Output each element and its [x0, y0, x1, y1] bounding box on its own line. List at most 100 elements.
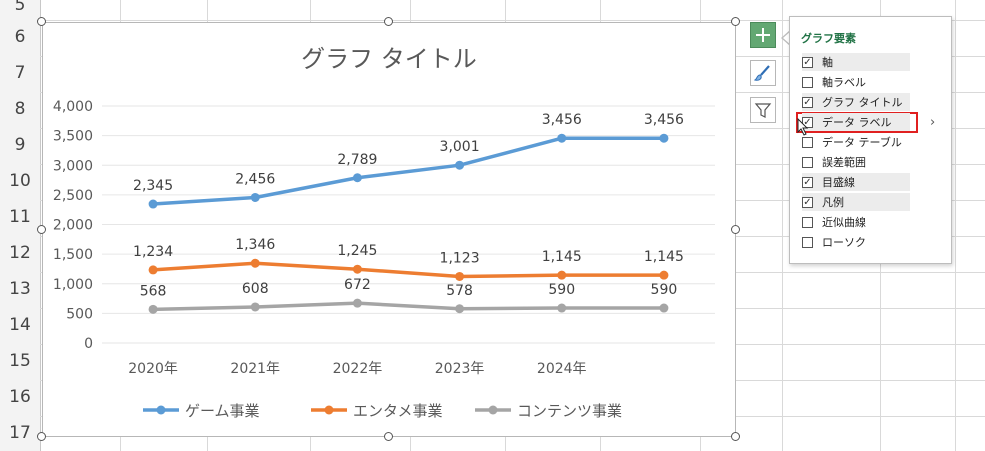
- row-number[interactable]: 15: [9, 351, 31, 371]
- data-point[interactable]: [455, 304, 465, 314]
- data-label[interactable]: 608: [242, 281, 269, 297]
- row-number[interactable]: 17: [9, 423, 31, 443]
- data-point[interactable]: [557, 270, 567, 280]
- data-point[interactable]: [455, 271, 465, 281]
- panel-title: グラフ要素: [801, 32, 856, 45]
- data-label[interactable]: 1,123: [440, 250, 480, 266]
- legend-marker: [488, 405, 498, 415]
- y-tick-label: 1,000: [53, 277, 93, 293]
- data-label[interactable]: 1,245: [337, 243, 377, 259]
- legend-entry[interactable]: エンタメ事業: [353, 402, 443, 420]
- chart-element-label: 軸: [822, 56, 833, 69]
- row-number[interactable]: 7: [14, 63, 26, 83]
- data-label[interactable]: 1,145: [542, 249, 582, 265]
- row-number[interactable]: 8: [14, 99, 26, 119]
- data-point[interactable]: [352, 298, 362, 308]
- data-point[interactable]: [250, 258, 260, 268]
- chart-element-option[interactable]: ✓ グラフ タイトル: [802, 93, 910, 111]
- data-label[interactable]: 3,456: [644, 112, 684, 128]
- data-label[interactable]: 578: [446, 283, 473, 299]
- chart-element-option[interactable]: ローソク: [802, 233, 910, 251]
- data-label[interactable]: 590: [651, 282, 678, 298]
- chart-element-option[interactable]: データ テーブル: [802, 133, 910, 151]
- data-point[interactable]: [557, 133, 567, 143]
- resize-handle-br[interactable]: [731, 432, 740, 441]
- chart-element-option[interactable]: ✓ データ ラベル: [802, 113, 910, 131]
- series-line[interactable]: [153, 301, 664, 312]
- row-number[interactable]: 5: [14, 0, 26, 15]
- chart-element-label: グラフ タイトル: [822, 96, 903, 109]
- chart-elements-button[interactable]: [750, 22, 776, 48]
- chart-element-option[interactable]: 近似曲線: [802, 213, 910, 231]
- chart-element-option[interactable]: 軸ラベル: [802, 73, 910, 91]
- resize-handle-bl[interactable]: [37, 432, 46, 441]
- checkbox-checked[interactable]: ✓: [802, 176, 813, 188]
- checkbox-checked[interactable]: ✓: [802, 116, 813, 128]
- row-number[interactable]: 14: [9, 315, 31, 335]
- data-point[interactable]: [148, 304, 158, 314]
- chart-element-option[interactable]: 誤差範囲: [802, 153, 910, 171]
- data-label[interactable]: 590: [548, 282, 575, 298]
- checkbox-checked[interactable]: ✓: [802, 56, 813, 68]
- y-tick-label: 4,000: [53, 99, 93, 115]
- data-point[interactable]: [659, 270, 669, 280]
- data-point[interactable]: [250, 302, 260, 312]
- chart-element-option[interactable]: ✓ 凡例: [802, 193, 910, 211]
- line-chart[interactable]: グラフ タイトル 4,000 3,500 3,000 2,500 2,000 1,500 1…: [42, 22, 736, 437]
- row-number[interactable]: 6: [14, 27, 26, 47]
- x-tick-label: 2021年: [230, 361, 280, 377]
- checkbox-unchecked[interactable]: [802, 216, 813, 228]
- checkbox-unchecked[interactable]: [802, 76, 813, 88]
- checkbox-unchecked[interactable]: [802, 136, 813, 148]
- data-label[interactable]: 1,234: [133, 244, 173, 260]
- chart-element-label: データ テーブル: [822, 136, 902, 149]
- series-line[interactable]: [152, 261, 664, 279]
- data-label[interactable]: 568: [140, 283, 167, 299]
- data-label[interactable]: 1,145: [644, 249, 684, 265]
- resize-handle-tr[interactable]: [731, 17, 740, 26]
- row-number[interactable]: 16: [9, 387, 31, 407]
- data-label[interactable]: 672: [344, 277, 371, 293]
- chart-styles-button[interactable]: [750, 60, 776, 86]
- column-gridline: [955, 0, 956, 451]
- checkbox-unchecked[interactable]: [802, 236, 813, 248]
- data-point[interactable]: [659, 303, 669, 313]
- resize-handle-tl[interactable]: [37, 17, 46, 26]
- chart-filters-button[interactable]: [750, 97, 776, 123]
- checkbox-checked[interactable]: ✓: [802, 196, 813, 208]
- chart-title[interactable]: グラフ タイトル: [301, 45, 477, 73]
- data-label[interactable]: 3,001: [440, 139, 480, 155]
- data-label[interactable]: 1,346: [235, 237, 275, 253]
- resize-handle-ml[interactable]: [37, 225, 46, 234]
- data-point[interactable]: [659, 133, 669, 143]
- resize-handle-tm[interactable]: [384, 17, 393, 26]
- data-label[interactable]: 2,456: [235, 171, 275, 187]
- data-label[interactable]: 2,345: [133, 178, 173, 194]
- data-point[interactable]: [352, 173, 362, 183]
- x-tick-label: 2022年: [333, 361, 383, 377]
- row-number[interactable]: 11: [9, 207, 31, 227]
- data-point[interactable]: [148, 265, 158, 275]
- resize-handle-mr[interactable]: [731, 225, 740, 234]
- data-point[interactable]: [250, 192, 260, 202]
- series-line[interactable]: [152, 136, 664, 206]
- row-gridline: [40, 20, 985, 21]
- legend-entry[interactable]: ゲーム事業: [185, 402, 260, 420]
- data-point[interactable]: [557, 303, 567, 313]
- legend-entry[interactable]: コンテンツ事業: [517, 402, 622, 420]
- checkbox-checked[interactable]: ✓: [802, 96, 813, 108]
- checkbox-unchecked[interactable]: [802, 156, 813, 168]
- data-point[interactable]: [455, 160, 465, 170]
- data-point[interactable]: [352, 264, 362, 274]
- data-label[interactable]: 3,456: [542, 112, 582, 128]
- row-number[interactable]: 12: [9, 243, 31, 263]
- chevron-right-icon[interactable]: ›: [930, 115, 936, 130]
- resize-handle-bm[interactable]: [384, 432, 393, 441]
- row-number[interactable]: 10: [9, 171, 31, 191]
- data-label[interactable]: 2,789: [337, 152, 377, 168]
- data-point[interactable]: [148, 199, 158, 209]
- row-number[interactable]: 9: [14, 135, 26, 155]
- chart-element-option[interactable]: ✓ 目盛線: [802, 173, 910, 191]
- chart-element-option[interactable]: ✓ 軸: [802, 53, 910, 71]
- row-number[interactable]: 13: [9, 279, 31, 299]
